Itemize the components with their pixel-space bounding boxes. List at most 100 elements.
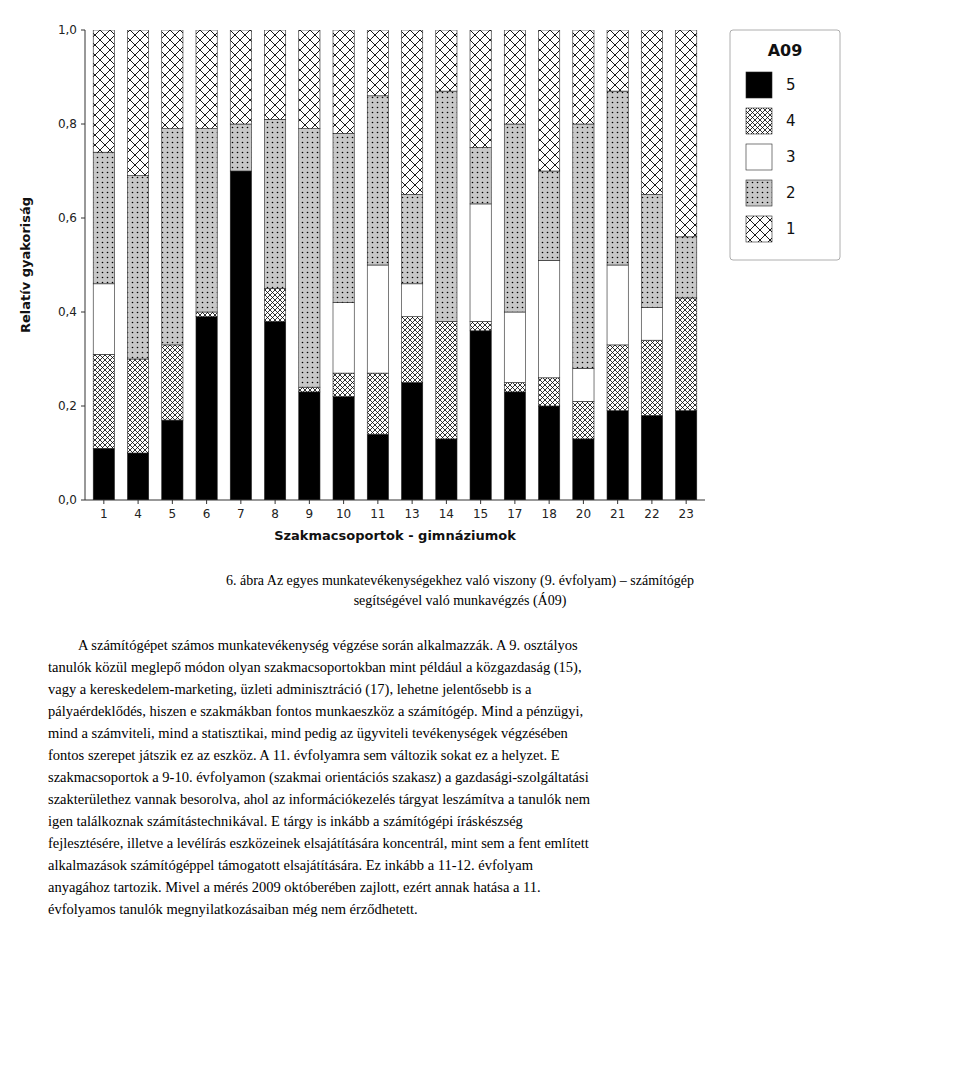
bar-segment — [539, 378, 560, 406]
caption: 6. ábra Az egyes munkatevékenységekhez v… — [226, 573, 694, 589]
bar-segment — [470, 321, 491, 330]
legend-swatch — [746, 72, 772, 98]
x-tick-label: 14 — [439, 507, 454, 521]
x-tick-label: 7 — [237, 507, 245, 521]
body-text: A számítógépet számos munkatevékenység v… — [78, 637, 578, 653]
bar-segment — [333, 303, 354, 374]
x-tick-label: 23 — [679, 507, 694, 521]
bar-segment — [436, 91, 457, 321]
x-tick — [240, 500, 241, 504]
x-tick-label: 8 — [271, 507, 279, 521]
bar-segment — [367, 434, 388, 500]
bar-segment — [436, 321, 457, 439]
bar-segment — [264, 119, 285, 288]
y-tick-label: 0,2 — [58, 399, 77, 413]
x-tick-label: 22 — [644, 507, 659, 521]
body-text: évfolyamos tanulók megnyilatkozásaiban m… — [48, 901, 418, 917]
body-text: vagy a kereskedelem-marketing, üzleti ad… — [48, 681, 532, 698]
bar-segment — [402, 30, 423, 195]
y-tick — [81, 124, 85, 125]
bar-segment — [573, 124, 594, 368]
bar-segment — [93, 354, 114, 448]
bar-segment — [367, 30, 388, 96]
x-tick — [412, 500, 413, 504]
x-tick-label: 1 — [100, 507, 108, 521]
bar-segment — [539, 30, 560, 171]
figure: 0,00,20,40,60,81,01456789101113141517182… — [0, 0, 960, 1085]
x-tick-label: 11 — [370, 507, 385, 521]
x-tick — [651, 500, 652, 504]
x-axis-line — [85, 500, 705, 501]
bar-segment — [573, 439, 594, 500]
bar-segment — [676, 30, 697, 237]
bar-segment — [196, 30, 217, 129]
y-tick — [81, 406, 85, 407]
bar-segment — [641, 415, 662, 500]
x-axis-label: Szakmacsoportok - gimnáziumok — [274, 528, 516, 543]
legend-label: 1 — [786, 220, 796, 238]
bar-segment — [504, 30, 525, 124]
bar-segment — [470, 204, 491, 322]
bar-segment — [504, 124, 525, 312]
bar-segment — [436, 439, 457, 500]
bar-segment — [333, 30, 354, 133]
bar-segment — [470, 331, 491, 500]
bar-segment — [299, 30, 320, 129]
bar-segment — [607, 91, 628, 265]
bar-segment — [127, 453, 148, 500]
body-text: szakmacsoportok a 9-10. évfolyamon (szak… — [48, 769, 589, 786]
y-tick-label: 1,0 — [58, 23, 77, 37]
x-tick-label: 10 — [336, 507, 351, 521]
y-tick — [81, 312, 85, 313]
bar-segment — [333, 373, 354, 397]
y-tick — [81, 218, 85, 219]
body-text: szakterülethez vannak besorolva, ahol az… — [48, 791, 591, 807]
legend-swatch — [746, 180, 772, 206]
bar-segment — [367, 96, 388, 265]
body-text: fejlesztésére, illetve a levélírás eszkö… — [48, 835, 589, 851]
bar-segment — [607, 345, 628, 411]
body-text: alkalmazások számítógéppel támogatott el… — [48, 857, 534, 873]
bar-segment — [402, 317, 423, 383]
x-tick — [103, 500, 104, 504]
legend-label: 3 — [786, 148, 796, 166]
bar-segment — [230, 171, 251, 500]
y-tick — [81, 500, 85, 501]
bar-segment — [504, 383, 525, 392]
y-tick-label: 0,4 — [58, 305, 77, 319]
bar-segment — [676, 298, 697, 411]
legend-swatch — [746, 108, 772, 134]
body-text: pályaérdeklődés, hiszen e szakmákban fon… — [48, 703, 583, 719]
bar-segment — [264, 30, 285, 119]
x-tick — [275, 500, 276, 504]
bar-segment — [436, 30, 457, 91]
bar-segment — [127, 30, 148, 176]
bar-segment — [573, 30, 594, 124]
bar-segment — [641, 195, 662, 308]
y-tick-label: 0,6 — [58, 211, 77, 225]
bar-segment — [367, 265, 388, 373]
x-tick — [549, 500, 550, 504]
x-tick — [514, 500, 515, 504]
caption: segítségével való munkavégzés (Á09) — [354, 592, 567, 609]
bar-segment — [676, 411, 697, 500]
bar-segment — [470, 30, 491, 148]
bar-segment — [607, 30, 628, 91]
bar-segment — [402, 383, 423, 501]
bar-segment — [607, 411, 628, 500]
x-tick — [480, 500, 481, 504]
bar-segment — [504, 312, 525, 383]
x-tick-label: 20 — [576, 507, 591, 521]
x-tick-label: 13 — [404, 507, 419, 521]
body-text: igen találkoznak számítástechnikával. E … — [48, 813, 523, 829]
bar-segment — [504, 392, 525, 500]
bar-segment — [299, 129, 320, 388]
x-tick-label: 17 — [507, 507, 522, 521]
body-text: mind a számviteli, mind a statisztikai, … — [48, 725, 569, 741]
bar-segment — [196, 129, 217, 312]
x-tick — [686, 500, 687, 504]
bar-segment — [93, 30, 114, 152]
legend-box — [730, 30, 840, 260]
bar-segment — [641, 307, 662, 340]
x-tick — [617, 500, 618, 504]
